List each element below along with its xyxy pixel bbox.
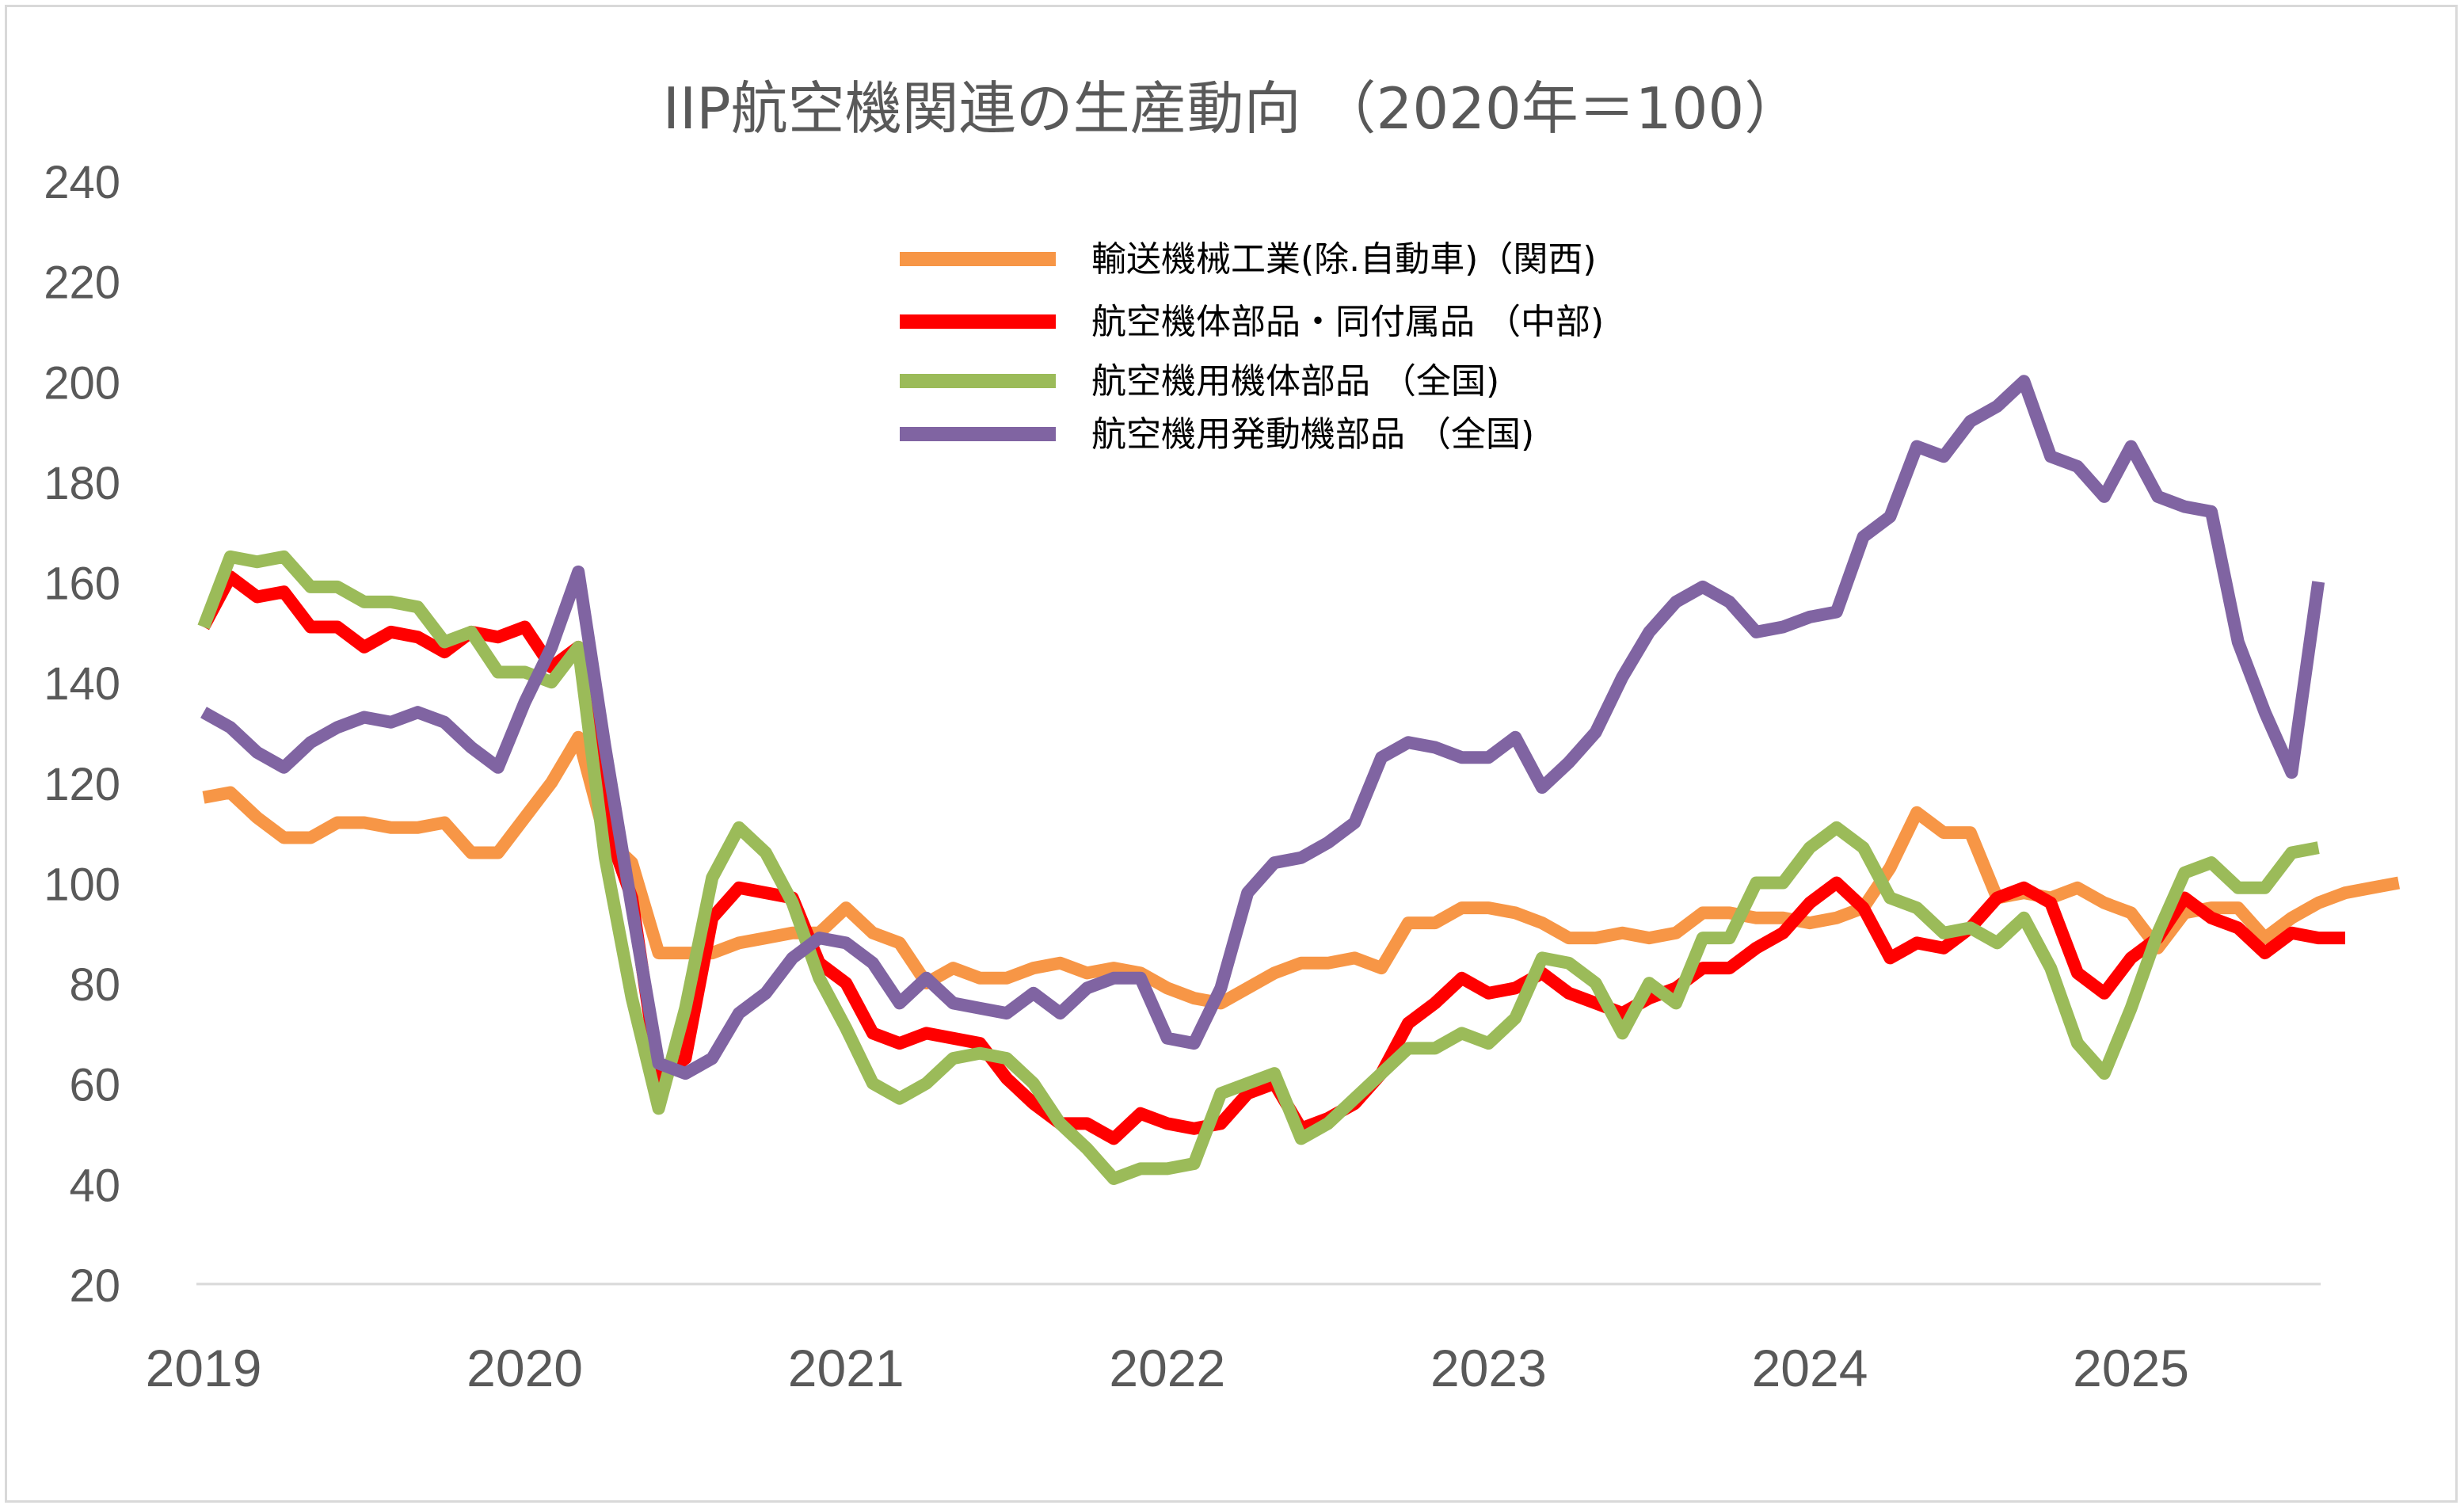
x-tick-label: 2024 xyxy=(1752,1339,1868,1397)
y-tick-label: 80 xyxy=(69,959,120,1011)
x-tick-label: 2021 xyxy=(788,1339,904,1397)
legend-label-2: 航空機体部品・同付属品 （中部) xyxy=(1091,302,1604,342)
chart-title: IIP航空機関連の生産動向 （2020年＝100） xyxy=(662,75,1802,142)
legend-label-3: 航空機用機体部品 （全国) xyxy=(1091,361,1499,402)
y-tick-label: 60 xyxy=(69,1060,120,1111)
legend-label-1: 輸送機械工業(除.自動車)（関西) xyxy=(1091,239,1596,280)
y-tick-label: 160 xyxy=(44,558,120,610)
x-tick-label: 2022 xyxy=(1109,1339,1225,1397)
x-tick-label: 2025 xyxy=(2073,1339,2189,1397)
x-axis: 2019 2020 2021 2022 2023 2024 2025 xyxy=(146,1339,2189,1397)
y-tick-label: 240 xyxy=(44,157,120,208)
legend: 輸送機械工業(除.自動車)（関西) 航空機体部品・同付属品 （中部) 航空機用機体部… xyxy=(900,239,1604,455)
y-tick-label: 40 xyxy=(69,1160,120,1211)
y-tick-label: 100 xyxy=(44,859,120,910)
chart-frame xyxy=(5,5,2458,1503)
series-line-4 xyxy=(200,375,2325,1080)
y-tick-label: 20 xyxy=(69,1260,120,1312)
x-tick-label: 2020 xyxy=(467,1339,583,1397)
series-line-3 xyxy=(197,550,2320,1185)
x-tick-label: 2019 xyxy=(146,1339,262,1397)
legend-label-4: 航空機用発動機部品 （全国) xyxy=(1091,414,1534,455)
y-axis: 240 220 200 180 160 140 120 100 80 60 40 20 xyxy=(44,157,120,1312)
y-tick-label: 200 xyxy=(44,357,120,409)
x-tick-label: 2023 xyxy=(1430,1339,1547,1397)
y-tick-label: 220 xyxy=(44,257,120,309)
y-tick-label: 120 xyxy=(44,759,120,810)
y-tick-label: 180 xyxy=(44,458,120,509)
y-tick-label: 140 xyxy=(44,658,120,710)
plot-area xyxy=(197,375,2401,1185)
